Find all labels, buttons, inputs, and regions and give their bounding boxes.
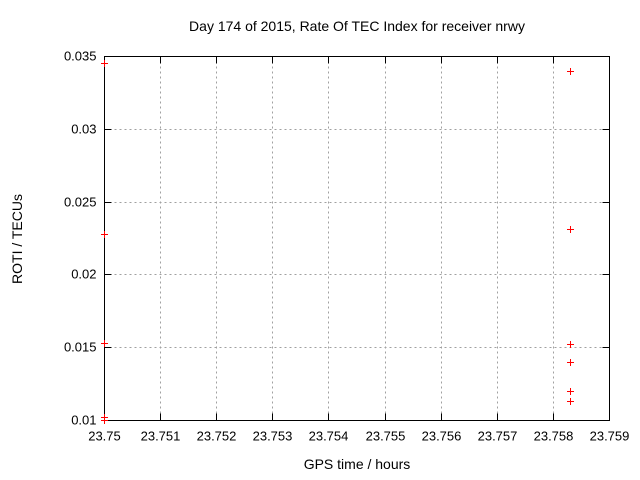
data-point-marker [567, 398, 574, 405]
data-point-marker [567, 341, 574, 348]
data-point-marker [567, 68, 574, 75]
x-tick-label: 23.754 [309, 429, 349, 444]
data-point-marker [567, 359, 574, 366]
y-axis-title: ROTI / TECUs [9, 194, 25, 284]
data-point-marker [101, 231, 108, 238]
data-point-marker [101, 417, 108, 424]
x-tick-label: 23.757 [478, 429, 518, 444]
x-tick-label: 23.753 [253, 429, 293, 444]
y-tick-label: 0.03 [71, 122, 96, 137]
x-tick-label: 23.756 [422, 429, 462, 444]
data-point-marker [101, 60, 108, 67]
y-tick-label: 0.025 [64, 195, 97, 210]
y-tick-label: 0.035 [64, 49, 97, 64]
x-tick-label: 23.75 [88, 429, 121, 444]
x-tick-label: 23.752 [197, 429, 237, 444]
data-point-marker [101, 340, 108, 347]
x-tick-label: 23.755 [366, 429, 406, 444]
x-tick-label: 23.759 [590, 429, 630, 444]
plot-frame [104, 56, 610, 421]
x-tick-label: 23.758 [534, 429, 574, 444]
y-tick-label: 0.02 [71, 267, 96, 282]
y-tick-label: 0.01 [71, 413, 96, 428]
y-tick-label: 0.015 [64, 340, 97, 355]
x-tick-label: 23.751 [141, 429, 181, 444]
data-point-marker [567, 226, 574, 233]
x-axis-title: GPS time / hours [303, 456, 411, 472]
data-point-marker [567, 388, 574, 395]
chart-title: Day 174 of 2015, Rate Of TEC Index for r… [189, 18, 525, 34]
